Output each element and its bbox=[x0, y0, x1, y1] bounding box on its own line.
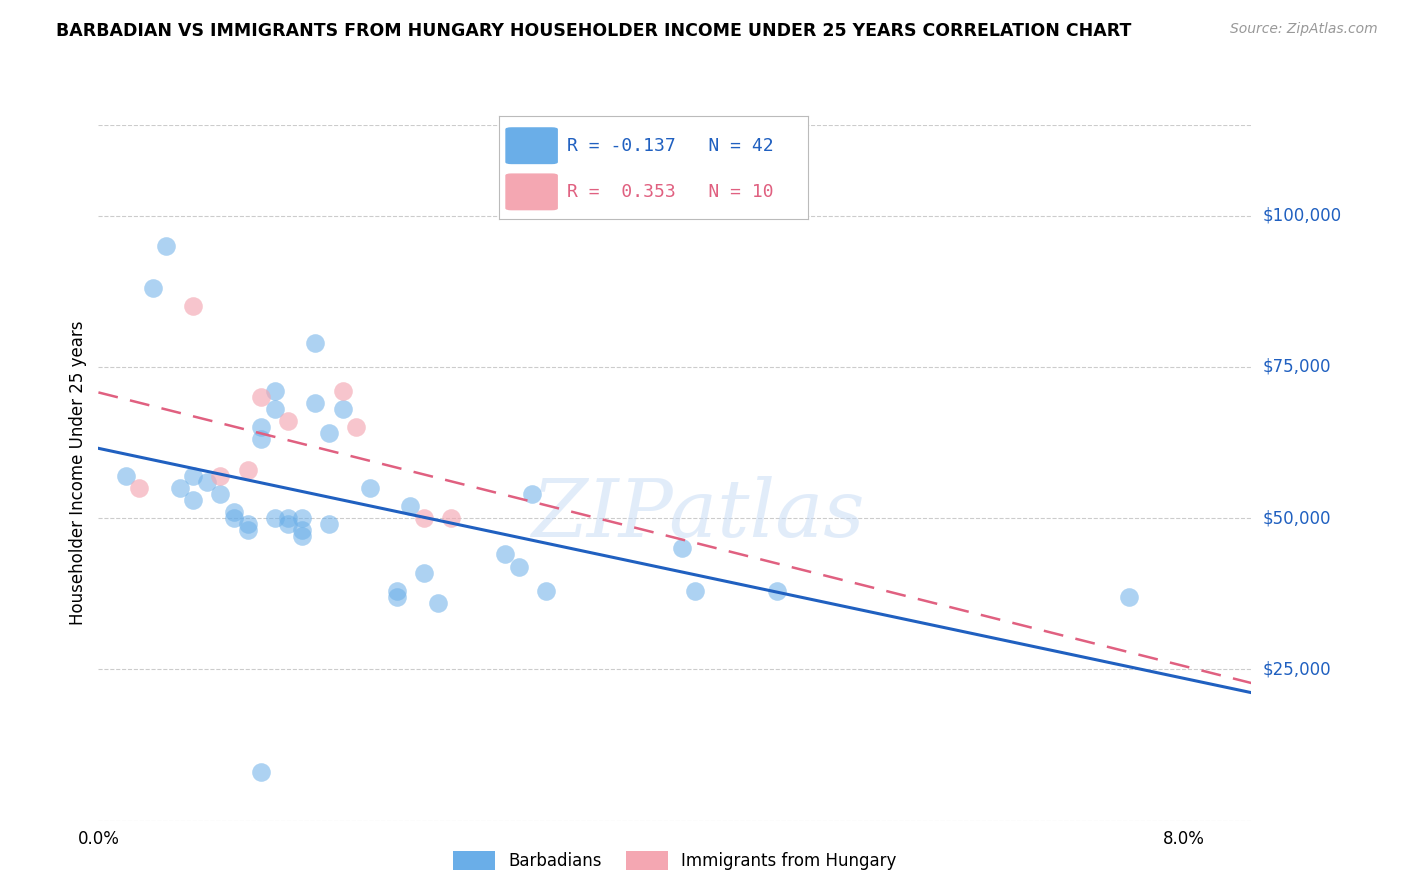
Text: $75,000: $75,000 bbox=[1263, 358, 1331, 376]
Point bbox=[1118, 590, 1140, 604]
Point bbox=[683, 583, 706, 598]
Point bbox=[183, 468, 205, 483]
Point bbox=[765, 583, 787, 598]
Point bbox=[183, 299, 205, 313]
Point bbox=[291, 511, 314, 525]
Text: $25,000: $25,000 bbox=[1263, 660, 1331, 679]
Point bbox=[291, 529, 314, 543]
Legend: Barbadians, Immigrants from Hungary: Barbadians, Immigrants from Hungary bbox=[444, 842, 905, 879]
Point bbox=[385, 590, 408, 604]
Point bbox=[277, 511, 299, 525]
Point bbox=[671, 541, 693, 556]
FancyBboxPatch shape bbox=[505, 128, 558, 164]
Point bbox=[263, 402, 285, 417]
Point bbox=[508, 559, 530, 574]
Point bbox=[183, 493, 205, 508]
Point bbox=[236, 517, 259, 532]
Point bbox=[209, 468, 232, 483]
Point bbox=[318, 517, 340, 532]
Text: ZIPatlas: ZIPatlas bbox=[531, 475, 865, 553]
Point bbox=[304, 396, 326, 410]
Point bbox=[494, 548, 516, 562]
Point bbox=[155, 239, 177, 253]
Point bbox=[236, 463, 259, 477]
Point bbox=[250, 433, 273, 447]
Text: BARBADIAN VS IMMIGRANTS FROM HUNGARY HOUSEHOLDER INCOME UNDER 25 YEARS CORRELATI: BARBADIAN VS IMMIGRANTS FROM HUNGARY HOU… bbox=[56, 22, 1132, 40]
Point bbox=[332, 402, 354, 417]
Point bbox=[169, 481, 191, 495]
Point bbox=[399, 499, 422, 513]
Point bbox=[332, 384, 354, 398]
Point bbox=[318, 426, 340, 441]
Point bbox=[209, 487, 232, 501]
FancyBboxPatch shape bbox=[505, 173, 558, 211]
Point bbox=[250, 390, 273, 404]
Point bbox=[413, 511, 436, 525]
Text: R =  0.353   N = 10: R = 0.353 N = 10 bbox=[567, 183, 773, 201]
Point bbox=[426, 596, 449, 610]
Point bbox=[114, 468, 136, 483]
Text: Source: ZipAtlas.com: Source: ZipAtlas.com bbox=[1230, 22, 1378, 37]
Point bbox=[385, 583, 408, 598]
Point bbox=[263, 511, 285, 525]
Point bbox=[142, 281, 165, 295]
Point bbox=[195, 475, 218, 489]
Point bbox=[534, 583, 557, 598]
Point bbox=[344, 420, 367, 434]
Text: $100,000: $100,000 bbox=[1263, 207, 1341, 225]
Point bbox=[413, 566, 436, 580]
Point bbox=[222, 505, 245, 519]
Text: R = -0.137   N = 42: R = -0.137 N = 42 bbox=[567, 136, 773, 154]
Point bbox=[128, 481, 150, 495]
Point bbox=[440, 511, 463, 525]
Point bbox=[236, 523, 259, 537]
Point bbox=[304, 335, 326, 350]
Point bbox=[263, 384, 285, 398]
Point bbox=[250, 420, 273, 434]
Point bbox=[250, 765, 273, 780]
Y-axis label: Householder Income Under 25 years: Householder Income Under 25 years bbox=[69, 320, 87, 625]
Point bbox=[277, 414, 299, 428]
Point bbox=[291, 523, 314, 537]
Point bbox=[359, 481, 381, 495]
Point bbox=[222, 511, 245, 525]
Point bbox=[522, 487, 544, 501]
Text: $50,000: $50,000 bbox=[1263, 509, 1331, 527]
Point bbox=[277, 517, 299, 532]
